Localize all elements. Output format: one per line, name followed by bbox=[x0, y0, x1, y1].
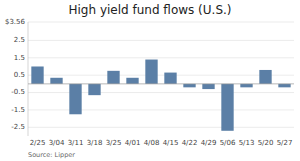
source: Source: Lipper bbox=[28, 151, 75, 159]
x-tick-label: 5/20 bbox=[258, 139, 274, 147]
grid bbox=[28, 22, 294, 127]
x-tick-label: 4/15 bbox=[163, 139, 179, 147]
bar bbox=[164, 73, 176, 84]
x-tick-label: 2/25 bbox=[30, 139, 46, 147]
bar bbox=[183, 84, 195, 87]
grid-line bbox=[28, 22, 294, 23]
y-tick-label: -1.5 bbox=[11, 106, 25, 114]
bar bbox=[50, 78, 62, 84]
bar bbox=[259, 70, 271, 84]
y-tick-label: 0.5 bbox=[14, 71, 25, 79]
x-tick-label: 3/11 bbox=[68, 139, 84, 147]
x-tick-label: 4/08 bbox=[144, 139, 160, 147]
bar bbox=[240, 84, 252, 87]
x-tick-label: 5/06 bbox=[220, 139, 236, 147]
x-tick-label: 3/04 bbox=[49, 139, 65, 147]
grid-line bbox=[28, 92, 294, 93]
bar bbox=[31, 66, 43, 83]
grid-line bbox=[28, 109, 294, 110]
y-tick-label: -0.5 bbox=[11, 88, 25, 96]
x-tick-label: 3/18 bbox=[87, 139, 103, 147]
y-tick-label: -2.5 bbox=[11, 123, 25, 131]
grid-line bbox=[28, 57, 294, 58]
bar bbox=[278, 84, 290, 87]
x-tick-label: 4/29 bbox=[201, 139, 217, 147]
chart: High yield fund flows (U.S.) $3.56 2.5 1.5 0… bbox=[0, 0, 300, 161]
x-tick-label: 3/25 bbox=[106, 139, 122, 147]
x-tick-label: 5/13 bbox=[239, 139, 255, 147]
bar bbox=[221, 84, 233, 131]
bars bbox=[31, 60, 290, 131]
bar bbox=[145, 60, 157, 84]
y-tick-label: $3.56 bbox=[5, 18, 26, 26]
bar bbox=[69, 84, 81, 114]
x-tick-label: 4/01 bbox=[125, 139, 141, 147]
x-tick-label: 4/22 bbox=[182, 139, 198, 147]
baseline bbox=[28, 83, 294, 84]
grid-line bbox=[28, 127, 294, 128]
grid-line bbox=[28, 40, 294, 41]
bar bbox=[107, 71, 119, 84]
y-axis-line bbox=[28, 22, 29, 136]
title: High yield fund flows (U.S.) bbox=[68, 3, 231, 17]
y-tick-label: 1.5 bbox=[14, 54, 25, 62]
bar bbox=[202, 84, 214, 89]
y-tick-label: 2.5 bbox=[14, 36, 25, 44]
bar bbox=[88, 84, 100, 95]
bar bbox=[126, 78, 138, 84]
grid-line bbox=[28, 75, 294, 76]
x-tick-label: 5/27 bbox=[277, 139, 293, 147]
